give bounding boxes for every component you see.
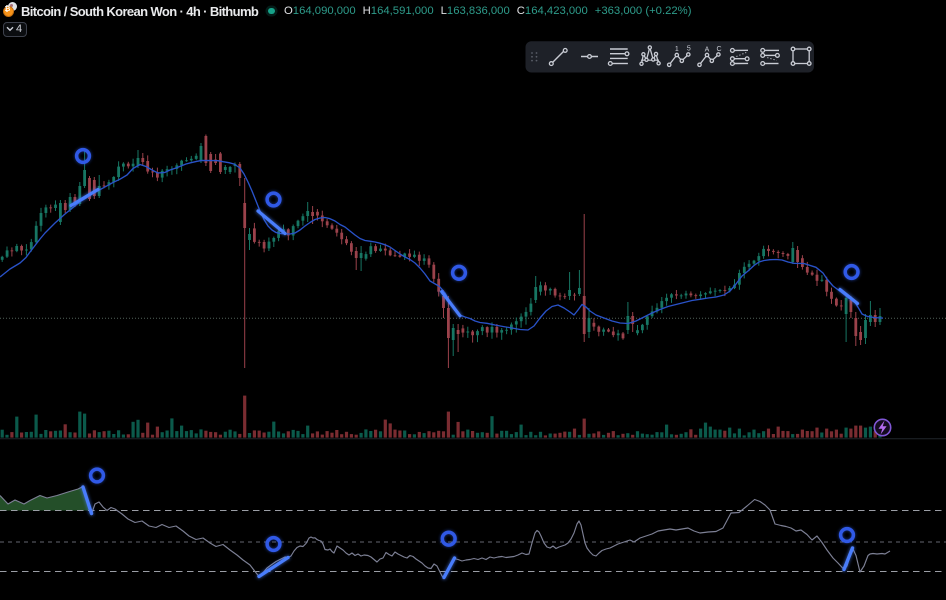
svg-text:C: C <box>716 46 721 53</box>
svg-text:A: A <box>705 47 710 54</box>
svg-text:1: 1 <box>675 46 679 53</box>
svg-text:5: 5 <box>687 46 691 53</box>
